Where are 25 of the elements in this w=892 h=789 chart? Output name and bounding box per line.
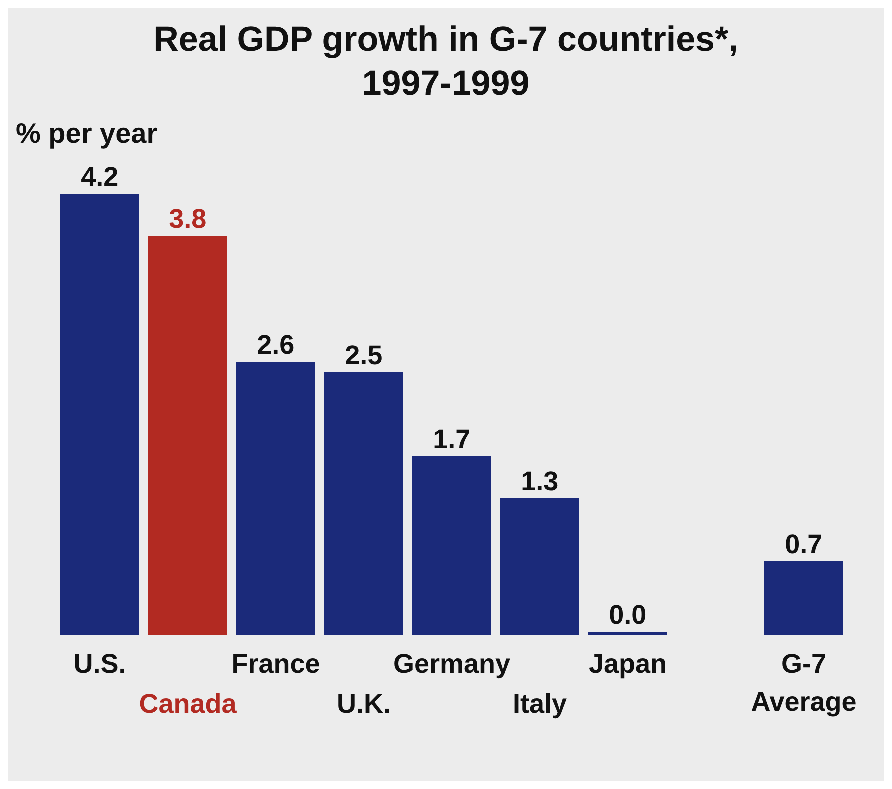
y-axis-title: % per year — [16, 118, 159, 150]
data-label: 3.8 — [169, 204, 207, 234]
bar — [236, 362, 316, 635]
data-label: 2.6 — [257, 330, 295, 360]
chart-title: Real GDP growth in G-7 countries*, 1997-1999 — [152, 19, 740, 105]
x-tick-label: France — [232, 649, 320, 679]
x-tick-label: Canada — [139, 689, 238, 719]
data-label: 0.7 — [785, 530, 823, 560]
bar — [148, 236, 228, 635]
x-tick-label: Italy — [512, 689, 568, 719]
data-label: 2.5 — [345, 340, 383, 370]
data-label: 0.0 — [609, 600, 647, 630]
bar — [60, 194, 140, 635]
data-label: 4.2 — [81, 162, 119, 192]
bar — [412, 456, 492, 635]
bar — [764, 562, 844, 635]
x-tick-label: U.K. — [337, 689, 391, 719]
data-label: 1.7 — [433, 424, 471, 454]
x-tick-label: U.S. — [74, 649, 126, 679]
bar — [500, 498, 580, 635]
x-tick-label: G-7 Average — [751, 649, 857, 717]
data-label: 1.3 — [521, 466, 559, 496]
x-tick-label: Japan — [588, 649, 668, 679]
bar — [324, 372, 404, 635]
x-tick-label: Germany — [393, 649, 511, 679]
